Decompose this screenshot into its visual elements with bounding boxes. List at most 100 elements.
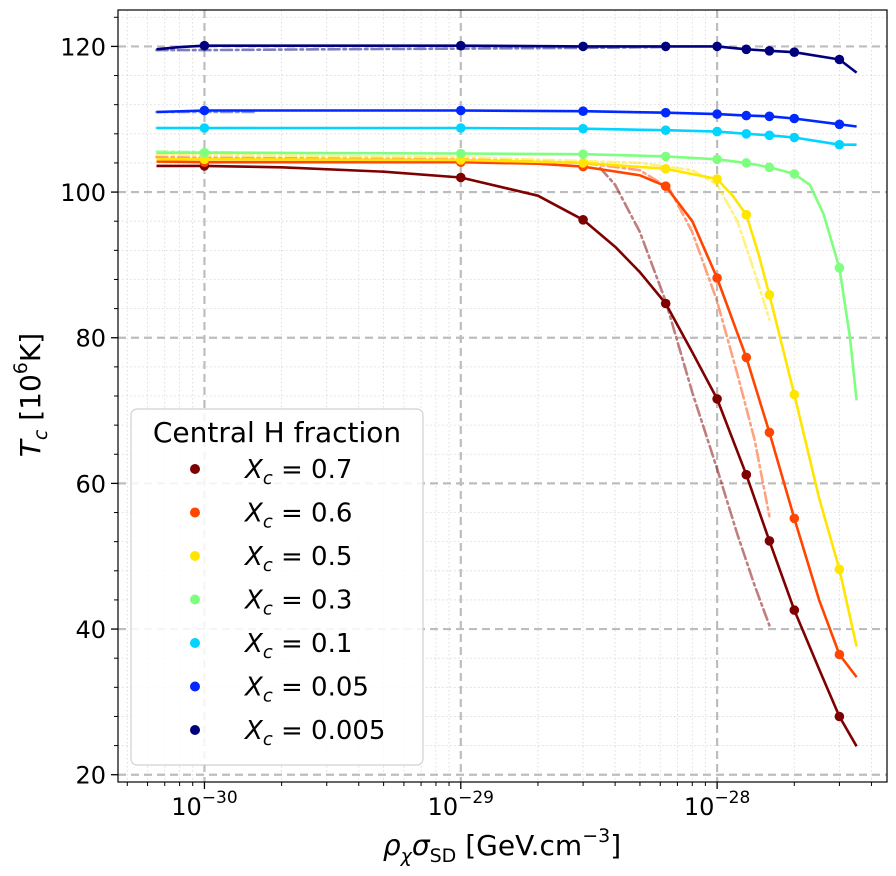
data-point xyxy=(660,181,671,191)
data-point xyxy=(660,41,671,52)
data-point xyxy=(660,164,671,174)
data-point xyxy=(660,151,671,162)
legend-marker xyxy=(190,507,200,518)
x-tick-label: 10−30 xyxy=(171,788,237,821)
data-point xyxy=(712,174,722,184)
y-tick-label: 80 xyxy=(75,325,106,353)
data-point xyxy=(456,148,466,159)
data-point xyxy=(834,139,845,150)
data-point xyxy=(660,125,671,135)
legend-box xyxy=(130,408,424,766)
legend-entry-label: Xc = 0.1 xyxy=(243,629,352,663)
data-point xyxy=(199,123,210,133)
data-point xyxy=(741,44,752,55)
legend-title: Central H fraction xyxy=(153,416,401,449)
data-point xyxy=(741,110,752,121)
series-line xyxy=(156,151,858,401)
data-point xyxy=(834,54,845,65)
data-point xyxy=(741,209,752,220)
data-point xyxy=(741,352,752,363)
series-group xyxy=(155,40,858,74)
data-point xyxy=(712,109,722,119)
legend: Central H fraction Xc = 0.7 Xc = 0.6 Xc = … xyxy=(130,408,424,766)
data-point xyxy=(578,106,588,116)
legend-marker xyxy=(190,551,200,561)
data-point xyxy=(199,40,210,51)
series-group xyxy=(156,161,858,747)
data-point xyxy=(712,154,722,165)
data-point xyxy=(741,158,752,168)
x-tick-label: 10−28 xyxy=(684,788,750,821)
x-axis-label: ρχσSD [GeV.cm−3] xyxy=(383,825,621,867)
data-point xyxy=(834,649,845,660)
data-point xyxy=(578,149,588,159)
series-group xyxy=(155,147,858,401)
series-line xyxy=(156,164,858,747)
data-point xyxy=(456,40,466,51)
data-point xyxy=(764,162,775,173)
data-point xyxy=(199,147,210,158)
y-tick-label: 100 xyxy=(60,179,106,207)
legend-entry-label: Xc = 0.6 xyxy=(243,499,352,533)
data-point xyxy=(764,290,775,300)
data-point xyxy=(578,41,588,52)
legend-entry-label: Xc = 0.3 xyxy=(243,586,352,620)
legend-marker xyxy=(190,681,200,692)
data-point xyxy=(578,158,588,168)
data-point xyxy=(712,394,722,404)
data-point xyxy=(660,298,671,309)
legend-entry-label: Xc = 0.5 xyxy=(243,542,352,576)
series-group xyxy=(155,123,857,150)
data-point xyxy=(789,132,800,143)
data-point xyxy=(456,105,466,116)
data-point xyxy=(789,113,800,124)
legend-marker xyxy=(190,725,200,735)
data-point xyxy=(789,605,800,615)
data-point xyxy=(789,389,800,400)
y-tick-label: 120 xyxy=(60,33,106,61)
x-tick-label: 10−29 xyxy=(428,788,494,821)
series-line xyxy=(156,109,857,128)
data-point xyxy=(764,46,775,56)
axis-ticks: 10−30 10−29 10−28 20 40 60 80 100 120 xyxy=(60,16,872,821)
series-group xyxy=(155,105,857,130)
series-line xyxy=(156,44,858,74)
data-point xyxy=(712,126,722,137)
data-point xyxy=(834,564,845,575)
legend-marker xyxy=(190,594,200,605)
y-tick-label: 60 xyxy=(75,470,106,498)
legend-entry-label: Xc = 0.7 xyxy=(243,455,352,489)
legend-entry-label: Xc = 0.005 xyxy=(243,716,385,750)
legend-entry-label: Xc = 0.05 xyxy=(243,673,369,707)
y-tick-label: 40 xyxy=(75,616,106,644)
data-point xyxy=(764,536,775,546)
series-line xyxy=(156,160,858,678)
data-point xyxy=(199,105,210,116)
series-line xyxy=(156,158,858,647)
y-axis-label: Tc [106K] xyxy=(10,333,52,457)
data-point xyxy=(764,130,775,141)
data-point xyxy=(789,169,800,179)
data-point xyxy=(834,711,845,722)
data-point xyxy=(834,263,845,273)
series-layer xyxy=(155,40,858,747)
data-point xyxy=(578,215,588,225)
data-point xyxy=(199,154,210,165)
data-point xyxy=(456,172,466,183)
data-point xyxy=(660,107,671,118)
data-point xyxy=(741,129,752,139)
data-point xyxy=(456,123,466,133)
series-line xyxy=(156,126,857,146)
data-point xyxy=(712,273,722,283)
legend-marker xyxy=(190,638,200,648)
data-point xyxy=(834,119,845,130)
data-point xyxy=(712,41,722,52)
data-point xyxy=(789,513,800,524)
legend-marker xyxy=(190,464,200,474)
series-group xyxy=(155,152,858,647)
data-point xyxy=(764,427,775,438)
data-point xyxy=(741,469,752,480)
series-dashdot-line xyxy=(155,152,771,321)
series-dashdot-line xyxy=(155,45,662,52)
